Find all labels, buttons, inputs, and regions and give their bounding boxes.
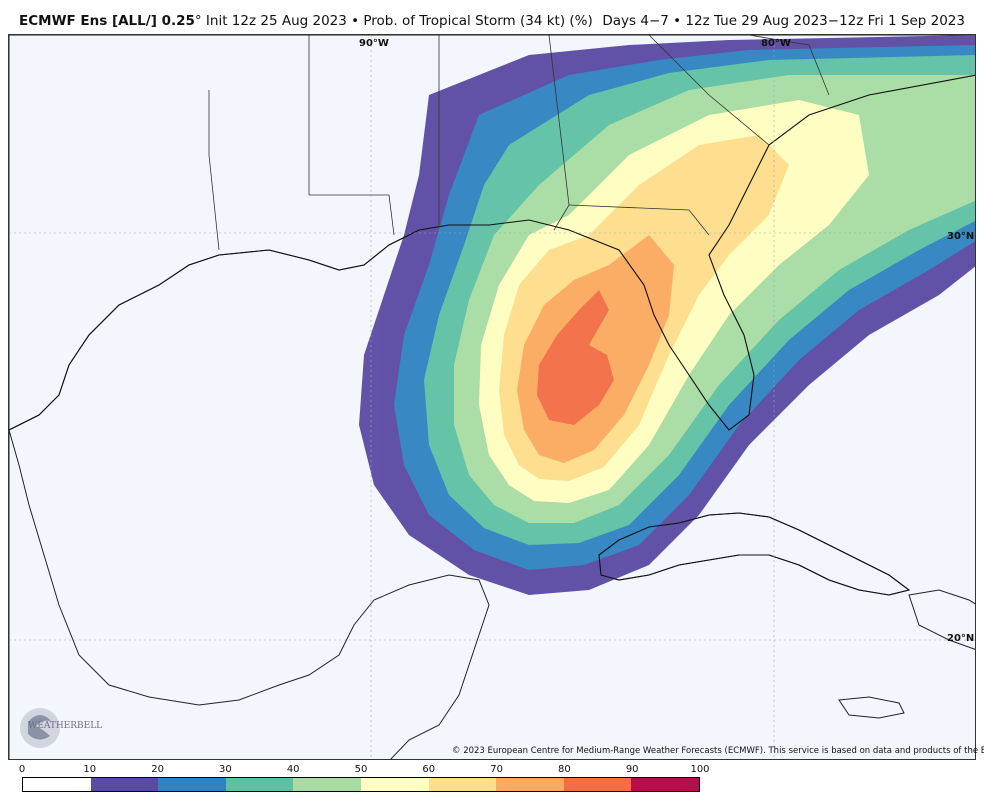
- contour-80: [537, 290, 614, 425]
- header: ECMWF Ens [ALL/] 0.25° Init 12z 25 Aug 2…: [0, 0, 984, 34]
- init-text: Init 12z 25 Aug 2023 • Prob. of Tropical…: [201, 13, 593, 29]
- credit-text: © 2023 European Centre for Medium-Range …: [452, 746, 984, 756]
- state-borders: [208, 35, 830, 251]
- tick-label: 90: [625, 764, 639, 775]
- colorbar-segment: [23, 778, 91, 791]
- tick-label: 50: [354, 764, 368, 775]
- border-tx-la: [208, 90, 220, 251]
- lon-label-80w: 80°W: [761, 38, 791, 49]
- lat-label-20n: 20°N: [947, 633, 975, 644]
- border-la-ms: [308, 35, 395, 236]
- model-name: ECMWF Ens [ALL/] 0.25: [19, 13, 195, 29]
- map-panel: 90°W 80°W 30°N 20°N: [8, 34, 976, 760]
- colorbar-segment: [631, 778, 699, 791]
- tick-label: 20: [151, 764, 164, 775]
- tick-label: 30: [219, 764, 232, 775]
- cuba-coastline: [598, 512, 911, 596]
- logo-text: WEATHERBELL: [28, 721, 102, 731]
- tick-label: 80: [558, 764, 571, 775]
- valid-period: Days 4−7 • 12z Tue 29 Aug 2023−12z Fri 1…: [602, 13, 965, 29]
- tick-label: 0: [18, 764, 26, 775]
- tick-label: 40: [286, 764, 300, 775]
- map-title: ECMWF Ens [ALL/] 0.25° Init 12z 25 Aug 2…: [19, 13, 593, 29]
- tick-label: 70: [490, 764, 503, 775]
- border-ga-fl: [568, 204, 710, 236]
- lon-label-90w: 90°W: [359, 38, 389, 49]
- degree-symbol: °: [194, 13, 202, 29]
- colorbar-segment: [428, 778, 497, 791]
- hispaniola: [908, 589, 975, 650]
- border-sc-nc: [748, 35, 830, 96]
- colorbar-segment: [158, 778, 226, 791]
- colorbar-segment: [563, 778, 632, 791]
- colorbar-segment: [360, 778, 429, 791]
- colorbar-ticks: 0 10 20 30 40 50 60 70 80 90 100: [18, 764, 710, 776]
- probability-contours: [359, 35, 975, 595]
- mexico-landmass: [9, 429, 490, 759]
- border-ga-sc: [648, 35, 770, 146]
- tick-label: 10: [83, 764, 97, 775]
- coastlines: [9, 74, 975, 596]
- weatherbell-logo: WEATHERBELL: [20, 708, 102, 748]
- us-coastline: [9, 74, 975, 431]
- tick-label: 100: [690, 764, 710, 775]
- colorbar-segment: [496, 778, 564, 791]
- colorbar-segment: [293, 778, 361, 791]
- colorbar-segment: [90, 778, 159, 791]
- tick-label: 60: [422, 764, 436, 775]
- probability-map: [9, 35, 975, 759]
- graticule: [9, 35, 975, 759]
- colorbar: [22, 777, 700, 792]
- jamaica: [838, 696, 905, 719]
- colorbar-segment: [225, 778, 294, 791]
- lat-label-30n: 30°N: [947, 231, 975, 242]
